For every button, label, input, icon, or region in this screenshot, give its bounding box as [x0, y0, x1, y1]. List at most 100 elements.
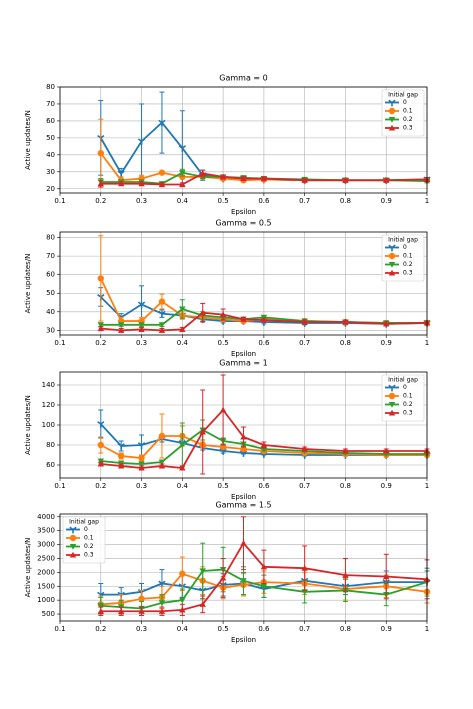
marker [97, 322, 104, 328]
marker [388, 244, 396, 252]
marker [138, 595, 145, 602]
x-tick-label: 0.7 [299, 339, 310, 347]
marker [158, 600, 166, 607]
legend-label: 0.2 [403, 116, 413, 123]
marker [179, 306, 186, 313]
marker [388, 392, 396, 400]
legend-label: 0 [84, 526, 88, 533]
x-tick-label: 1 [425, 197, 429, 205]
marker [158, 322, 166, 328]
marker [388, 99, 396, 107]
marker [179, 570, 186, 577]
x-tick-label: 0.2 [95, 482, 106, 490]
marker [199, 568, 206, 575]
marker [97, 325, 104, 332]
marker [97, 441, 104, 449]
marker [219, 311, 227, 318]
chart-title: Gamma = 0 [219, 74, 267, 83]
x-tick-label: 0.8 [340, 625, 351, 633]
marker [69, 551, 77, 558]
marker [388, 261, 396, 268]
marker [388, 269, 396, 276]
marker [342, 318, 349, 325]
marker [240, 539, 247, 546]
marker [137, 301, 146, 309]
marker [239, 450, 248, 457]
chart-title: Gamma = 1 [219, 359, 267, 368]
marker [240, 175, 247, 182]
x-tick-label: 0.2 [95, 197, 106, 205]
marker [158, 608, 166, 614]
x-tick-label: 0.7 [299, 625, 310, 633]
x-tick-label: 0.2 [95, 339, 106, 347]
marker [301, 445, 308, 452]
marker [219, 173, 227, 180]
marker [383, 573, 390, 580]
marker [117, 180, 125, 187]
marker [260, 316, 268, 323]
y-tick-label: 120 [42, 401, 55, 409]
legend-label: 0.3 [403, 270, 413, 277]
marker [138, 180, 145, 187]
legend-title: Initial gap [69, 519, 99, 526]
x-tick-label: 0.3 [136, 197, 147, 205]
marker [117, 322, 125, 328]
x-tick-label: 0.8 [340, 197, 351, 205]
y-axis-label: Active updates/N [24, 538, 32, 598]
marker [388, 107, 396, 115]
x-tick-label: 0.9 [381, 625, 392, 633]
marker [179, 326, 186, 332]
marker [97, 603, 104, 609]
plot-frame [59, 371, 428, 479]
y-tick-label: 3000 [37, 541, 55, 549]
y-tick-label: 30 [46, 326, 55, 334]
legend-label: 0.1 [403, 108, 413, 115]
chart-title: Gamma = 1.5 [215, 501, 271, 510]
marker [301, 318, 308, 325]
marker [342, 571, 349, 578]
legend-label: 0.3 [84, 552, 94, 559]
marker [158, 459, 166, 466]
y-tick-label: 1000 [37, 596, 55, 604]
x-axis-label: Epsilon [231, 493, 256, 501]
marker [117, 452, 125, 460]
marker [179, 181, 186, 188]
x-tick-label: 0.9 [381, 197, 392, 205]
y-tick-label: 80 [46, 83, 55, 91]
marker [240, 578, 247, 584]
x-tick-label: 0.6 [258, 625, 270, 633]
x-axis-label: Epsilon [231, 350, 256, 358]
x-tick-label: 0.3 [136, 625, 147, 633]
y-tick-label: 80 [46, 441, 55, 449]
marker [69, 543, 77, 550]
y-tick-label: 60 [46, 461, 55, 469]
y-tick-label: 60 [46, 117, 55, 125]
marker [158, 181, 166, 188]
marker [179, 464, 186, 471]
marker [158, 462, 166, 469]
x-tick-label: 0.7 [299, 482, 310, 490]
marker [342, 447, 349, 454]
legend-label: 0 [403, 244, 407, 251]
x-axis-label: Epsilon [231, 208, 256, 216]
legend-title: Initial gap [388, 237, 418, 244]
legend-label: 0.1 [403, 393, 413, 400]
marker [97, 608, 104, 614]
y-tick-label: 60 [46, 271, 55, 279]
marker [178, 145, 186, 152]
marker [69, 526, 77, 534]
marker [158, 327, 166, 333]
y-tick-label: 50 [46, 289, 55, 297]
marker [97, 460, 104, 467]
plot-frame [59, 231, 428, 336]
x-tick-label: 0.8 [340, 339, 351, 347]
legend-label: 0 [403, 384, 407, 391]
y-tick-label: 50 [46, 134, 55, 142]
x-tick-label: 0.4 [177, 339, 189, 347]
marker [179, 170, 186, 176]
legend-label: 0.2 [403, 261, 413, 268]
x-tick-label: 0.9 [381, 339, 392, 347]
marker [158, 310, 166, 318]
